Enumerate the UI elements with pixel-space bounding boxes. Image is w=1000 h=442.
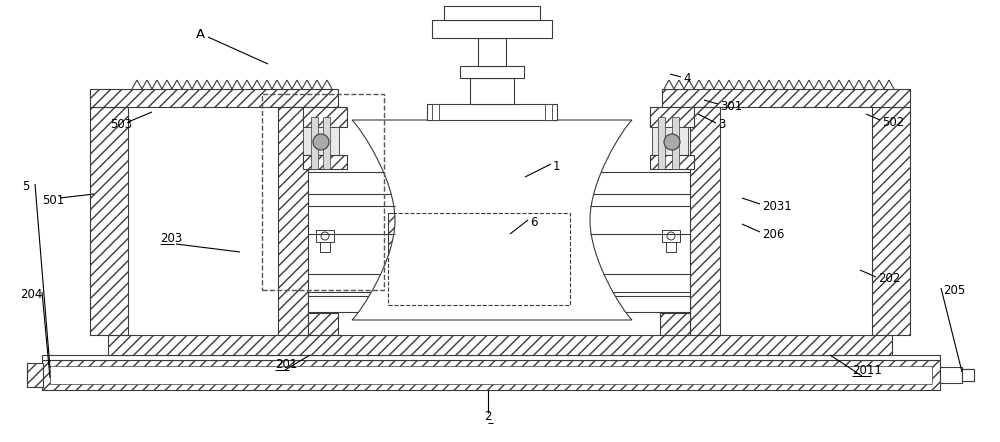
Bar [90, 89, 338, 107]
Text: 201: 201 [275, 358, 297, 370]
Text: 2011: 2011 [852, 363, 882, 377]
Bar [388, 213, 570, 305]
Circle shape [667, 232, 675, 240]
Bar [652, 127, 688, 157]
Bar [278, 107, 308, 335]
Bar [303, 107, 347, 127]
Bar [478, 38, 506, 66]
Bar [42, 355, 940, 360]
Text: 2031: 2031 [762, 199, 792, 213]
Text: 2: 2 [484, 411, 492, 423]
Circle shape [664, 134, 680, 150]
Bar [662, 230, 680, 242]
Text: 206: 206 [762, 228, 784, 240]
Text: 202: 202 [878, 273, 900, 286]
Bar [658, 117, 665, 169]
Bar [470, 78, 514, 104]
Bar [872, 107, 910, 335]
Bar [323, 117, 330, 169]
Bar [545, 104, 552, 120]
Text: 5: 5 [22, 179, 29, 193]
Bar [320, 242, 330, 252]
Circle shape [321, 232, 329, 240]
Bar [432, 20, 552, 38]
Bar [427, 104, 557, 120]
Text: 203: 203 [160, 232, 182, 244]
Bar [308, 313, 338, 335]
Bar [432, 104, 439, 120]
Text: 205: 205 [943, 283, 965, 297]
Bar [50, 366, 932, 384]
Bar [460, 66, 524, 78]
Bar [660, 313, 690, 335]
Bar [690, 107, 720, 335]
Bar [662, 89, 910, 107]
Text: 503: 503 [110, 118, 132, 130]
Bar [444, 6, 540, 20]
Text: 6: 6 [530, 216, 538, 229]
Bar [27, 363, 43, 387]
Text: A: A [196, 28, 205, 42]
PathPatch shape [352, 120, 632, 320]
Bar [311, 117, 318, 169]
Text: 502: 502 [882, 115, 904, 129]
Text: 501: 501 [42, 194, 64, 206]
Text: 3: 3 [718, 118, 725, 132]
Bar [388, 213, 570, 305]
Bar [650, 107, 694, 127]
Bar [303, 127, 339, 157]
Bar [308, 296, 690, 312]
Bar [108, 335, 892, 355]
Bar [42, 360, 940, 390]
Bar [262, 94, 384, 290]
Bar [666, 242, 676, 252]
Text: 1: 1 [553, 160, 560, 172]
Bar [90, 107, 128, 335]
Bar [672, 117, 679, 169]
Text: 4: 4 [683, 72, 690, 85]
Bar [650, 155, 694, 169]
Bar [303, 155, 347, 169]
Bar [316, 230, 334, 242]
Circle shape [313, 134, 329, 150]
Text: 301: 301 [720, 99, 742, 113]
Bar [962, 369, 974, 381]
Text: 204: 204 [20, 287, 42, 301]
Bar [940, 367, 962, 383]
